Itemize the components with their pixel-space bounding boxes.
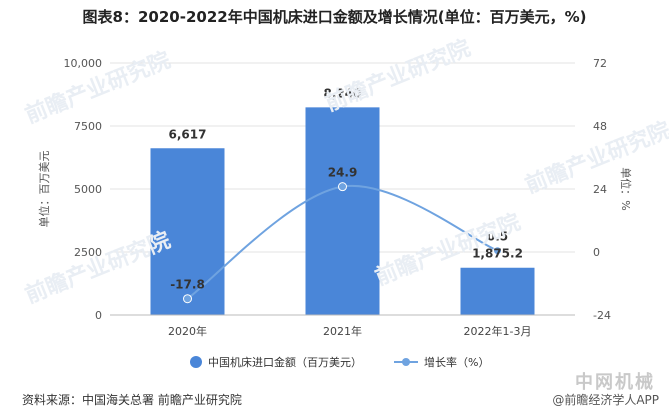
growth-point <box>493 246 502 256</box>
corner-logo: 中网机械 <box>575 372 655 393</box>
legend: 中国机床进口金额（百万美元） 增长率（%） <box>190 355 489 369</box>
growth-line-series <box>183 182 502 304</box>
growth-value-label: 0.5 <box>487 230 508 244</box>
x-tick-label: 2020年 <box>168 324 207 338</box>
legend-bar-label: 中国机床进口金额（百万美元） <box>208 355 362 369</box>
bar <box>305 107 380 316</box>
legend-line-label: 增长率（%） <box>424 355 489 369</box>
growth-value-label: 24.9 <box>328 166 358 180</box>
bar-value-label: 1,875.2 <box>472 247 523 261</box>
growth-value-label: -17.8 <box>170 278 205 292</box>
y-left-tick-label: 0 <box>95 309 102 322</box>
y-left-axis-label: 单位：百万美元 <box>37 151 51 228</box>
legend-line-point <box>402 358 410 366</box>
growth-point <box>338 182 347 192</box>
y-right-axis-label: 单位：% <box>619 167 633 210</box>
bar-value-label: 8,240 <box>324 86 362 100</box>
bar <box>150 148 225 315</box>
y-left-tick-label: 7500 <box>74 120 102 133</box>
source-note: 资料来源：中国海关总署 前瞻产业研究院 <box>22 393 242 407</box>
y-left-tick-label: 10,000 <box>64 57 103 70</box>
x-tick-label: 2021年 <box>323 324 362 338</box>
bar-series <box>150 107 535 316</box>
y-right-tick-label: 48 <box>593 120 607 133</box>
credit-note: @前瞻经济学人APP <box>552 393 659 407</box>
y-right-tick-label: 0 <box>593 246 600 259</box>
chart-title: 图表8：2020-2022年中国机床进口金额及增长情况(单位：百万美元，%) <box>82 8 587 26</box>
y-right-tick-label: 24 <box>593 183 607 196</box>
axes: 0 -24 2500 0 5000 24 7500 48 10,000 72 2020年 2021年 2… <box>37 57 633 338</box>
bar-value-label: 6,617 <box>169 127 207 141</box>
bar <box>460 267 535 315</box>
x-tick-label: 2022年1-3月 <box>464 324 532 338</box>
y-right-tick-label: -24 <box>593 309 611 322</box>
y-right-tick-label: 72 <box>593 57 607 70</box>
y-left-tick-label: 2500 <box>74 246 102 259</box>
data-labels: 6,617 8,240 1,875.2 -17.8 24.9 0.5 <box>169 86 523 291</box>
growth-point <box>183 294 192 304</box>
y-left-tick-label: 5000 <box>74 183 102 196</box>
legend-bar-marker <box>190 356 202 368</box>
